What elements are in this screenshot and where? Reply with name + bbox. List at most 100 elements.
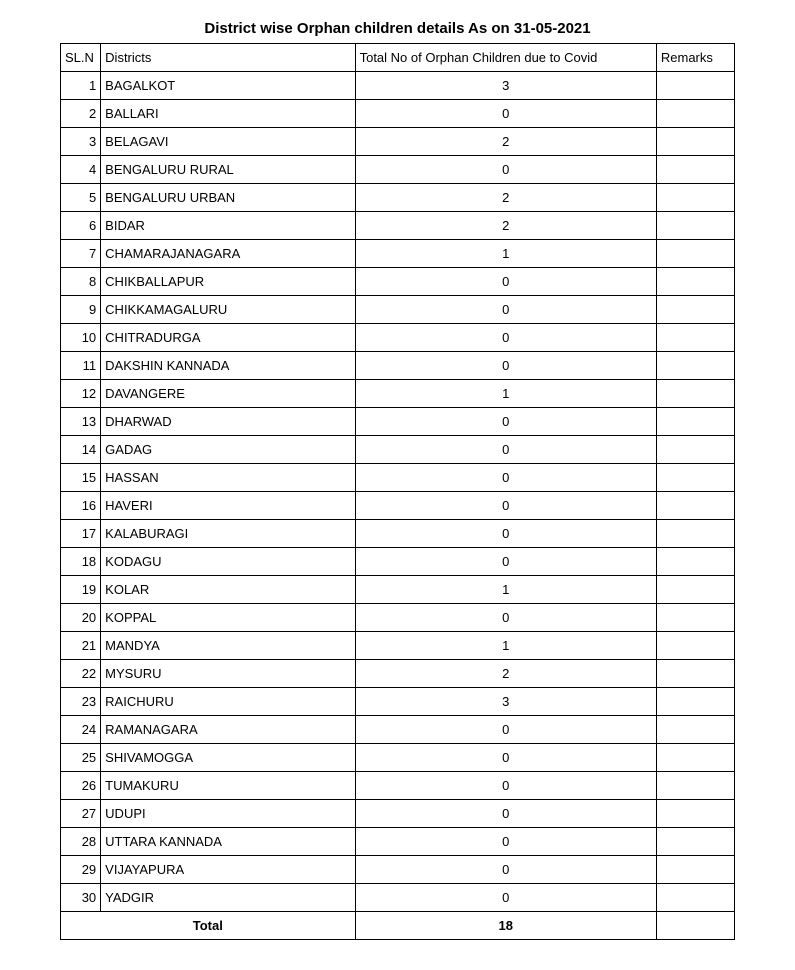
cell-remarks [656, 688, 734, 716]
cell-sn: 3 [61, 128, 101, 156]
cell-district: KOLAR [101, 576, 355, 604]
cell-district: BIDAR [101, 212, 355, 240]
table-row: 3BELAGAVI2 [61, 128, 735, 156]
cell-count: 0 [355, 408, 656, 436]
cell-count: 1 [355, 576, 656, 604]
table-row: 26TUMAKURU0 [61, 772, 735, 800]
table-row: 12DAVANGERE1 [61, 380, 735, 408]
cell-count: 0 [355, 772, 656, 800]
cell-remarks [656, 660, 734, 688]
cell-sn: 20 [61, 604, 101, 632]
cell-sn: 21 [61, 632, 101, 660]
table-row: 7CHAMARAJANAGARA1 [61, 240, 735, 268]
cell-sn: 11 [61, 352, 101, 380]
cell-count: 0 [355, 744, 656, 772]
col-header-districts: Districts [101, 44, 355, 72]
cell-count: 1 [355, 240, 656, 268]
document-page: District wise Orphan children details As… [0, 0, 795, 970]
cell-count: 3 [355, 688, 656, 716]
cell-sn: 1 [61, 72, 101, 100]
cell-count: 0 [355, 800, 656, 828]
table-row: 17KALABURAGI0 [61, 520, 735, 548]
table-row: 28UTTARA KANNADA0 [61, 828, 735, 856]
cell-sn: 23 [61, 688, 101, 716]
table-row: 9CHIKKAMAGALURU0 [61, 296, 735, 324]
table-row: 19KOLAR1 [61, 576, 735, 604]
cell-remarks [656, 72, 734, 100]
table-row: 20KOPPAL0 [61, 604, 735, 632]
cell-sn: 7 [61, 240, 101, 268]
cell-count: 0 [355, 156, 656, 184]
table-row: 29VIJAYAPURA0 [61, 856, 735, 884]
cell-district: CHIKBALLAPUR [101, 268, 355, 296]
cell-sn: 12 [61, 380, 101, 408]
table-row: 18KODAGU0 [61, 548, 735, 576]
total-label: Total [61, 912, 356, 940]
cell-remarks [656, 884, 734, 912]
cell-sn: 16 [61, 492, 101, 520]
cell-count: 0 [355, 492, 656, 520]
cell-sn: 2 [61, 100, 101, 128]
cell-district: YADGIR [101, 884, 355, 912]
cell-count: 0 [355, 352, 656, 380]
cell-district: RAICHURU [101, 688, 355, 716]
cell-remarks [656, 240, 734, 268]
cell-sn: 5 [61, 184, 101, 212]
cell-remarks [656, 632, 734, 660]
cell-district: DAVANGERE [101, 380, 355, 408]
page-title: District wise Orphan children details As… [60, 20, 735, 37]
cell-remarks [656, 716, 734, 744]
cell-district: BENGALURU RURAL [101, 156, 355, 184]
cell-sn: 27 [61, 800, 101, 828]
cell-count: 0 [355, 100, 656, 128]
cell-remarks [656, 828, 734, 856]
cell-count: 0 [355, 520, 656, 548]
cell-district: SHIVAMOGGA [101, 744, 355, 772]
table-row: 21MANDYA1 [61, 632, 735, 660]
cell-district: CHAMARAJANAGARA [101, 240, 355, 268]
table-row: 23RAICHURU3 [61, 688, 735, 716]
cell-sn: 14 [61, 436, 101, 464]
cell-district: UDUPI [101, 800, 355, 828]
table-header-row: SL.N Districts Total No of Orphan Childr… [61, 44, 735, 72]
cell-count: 2 [355, 184, 656, 212]
cell-district: HASSAN [101, 464, 355, 492]
cell-remarks [656, 464, 734, 492]
table-row: 30YADGIR0 [61, 884, 735, 912]
cell-remarks [656, 744, 734, 772]
cell-remarks [656, 212, 734, 240]
cell-remarks [656, 268, 734, 296]
col-header-sn: SL.N [61, 44, 101, 72]
table-row: 25SHIVAMOGGA0 [61, 744, 735, 772]
cell-sn: 29 [61, 856, 101, 884]
table-row: 11DAKSHIN KANNADA0 [61, 352, 735, 380]
cell-sn: 18 [61, 548, 101, 576]
cell-district: TUMAKURU [101, 772, 355, 800]
cell-count: 0 [355, 436, 656, 464]
table-row: 27UDUPI0 [61, 800, 735, 828]
cell-remarks [656, 408, 734, 436]
table-row: 14GADAG0 [61, 436, 735, 464]
cell-district: MANDYA [101, 632, 355, 660]
cell-remarks [656, 128, 734, 156]
table-row: 10CHITRADURGA0 [61, 324, 735, 352]
cell-sn: 24 [61, 716, 101, 744]
cell-count: 2 [355, 128, 656, 156]
cell-remarks [656, 576, 734, 604]
cell-count: 3 [355, 72, 656, 100]
cell-count: 0 [355, 716, 656, 744]
cell-remarks [656, 296, 734, 324]
cell-sn: 17 [61, 520, 101, 548]
cell-district: DAKSHIN KANNADA [101, 352, 355, 380]
cell-remarks [656, 324, 734, 352]
cell-count: 1 [355, 380, 656, 408]
cell-district: HAVERI [101, 492, 355, 520]
cell-sn: 10 [61, 324, 101, 352]
cell-sn: 13 [61, 408, 101, 436]
cell-count: 0 [355, 296, 656, 324]
cell-remarks [656, 156, 734, 184]
table-body: 1BAGALKOT32BALLARI03BELAGAVI24BENGALURU … [61, 72, 735, 912]
cell-count: 0 [355, 324, 656, 352]
cell-district: GADAG [101, 436, 355, 464]
cell-remarks [656, 520, 734, 548]
